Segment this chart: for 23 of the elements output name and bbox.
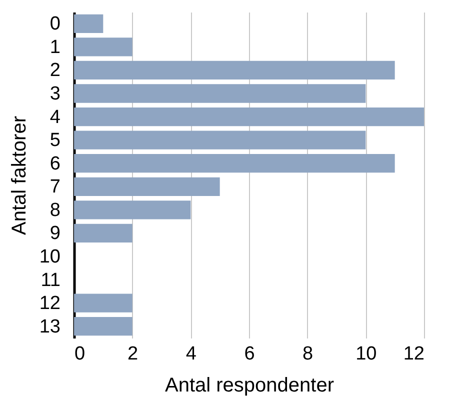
y-tick-label: 5 [50, 130, 60, 152]
x-axis-title: Antal respondenter [164, 374, 334, 396]
x-tick-label: 4 [186, 344, 197, 364]
y-tick-label: 12 [39, 293, 60, 314]
y-tick-label: 3 [50, 84, 60, 104]
x-tick-label: 12 [403, 344, 424, 364]
y-tick-label: 11 [40, 270, 60, 291]
y-tick-label: 9 [50, 223, 60, 244]
y-tick-label: 10 [39, 246, 60, 268]
y-tick-label: 8 [50, 200, 60, 221]
y-tick-label: 4 [50, 106, 61, 128]
y-tick-label: 0 [50, 14, 60, 35]
y-tick-label: 1 [50, 36, 60, 58]
y-tick-label: 6 [50, 153, 60, 174]
y-tick-label: 13 [39, 316, 60, 338]
y-axis-title: Antal faktorer [8, 116, 30, 235]
y-tick-label: 2 [50, 60, 60, 82]
y-tick-label: 7 [50, 176, 60, 198]
x-tick-label: 0 [74, 344, 86, 364]
x-tick-label: 6 [244, 344, 255, 364]
x-tick-label: 10 [356, 344, 377, 364]
x-tick-label: 2 [128, 344, 138, 364]
x-tick-label: 8 [302, 344, 314, 364]
